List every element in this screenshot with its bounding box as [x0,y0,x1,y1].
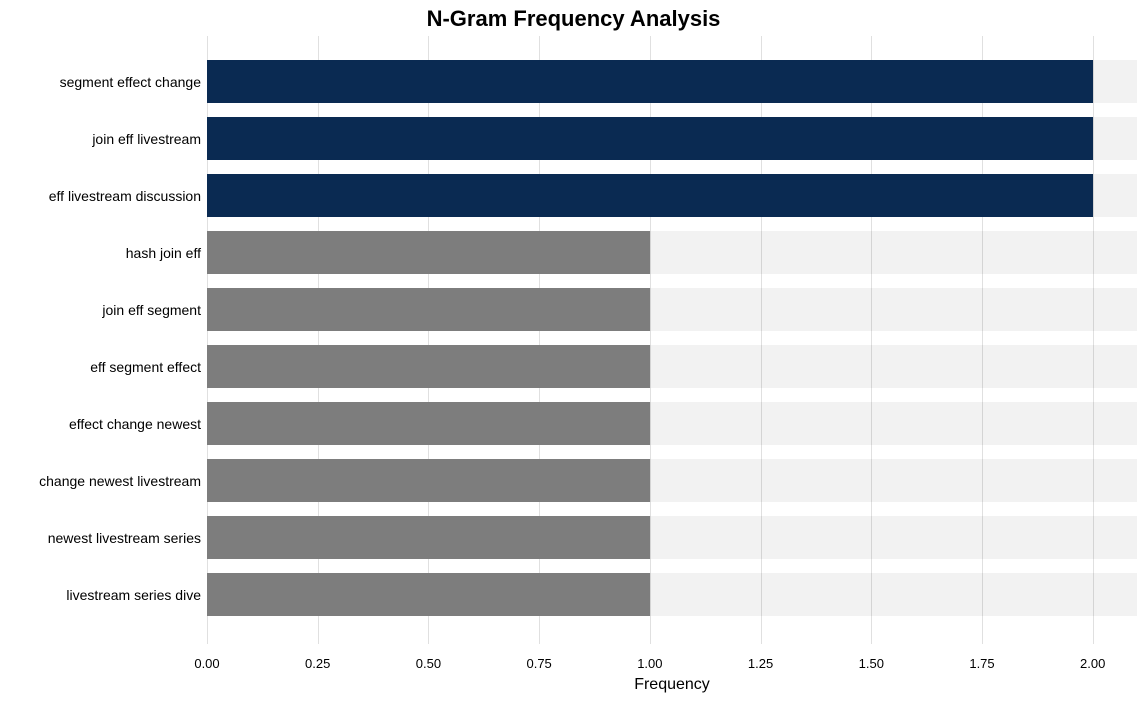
ngram-frequency-chart: N-Gram Frequency Analysis segment effect… [0,0,1147,701]
bar [207,402,650,445]
x-tick-label: 0.00 [194,656,219,671]
bar [207,573,650,616]
x-tick-label: 1.00 [637,656,662,671]
x-tick-label: 2.00 [1080,656,1105,671]
y-tick-label: join eff segment [102,302,201,318]
y-tick-label: livestream series dive [66,587,201,603]
bar [207,231,650,274]
x-tick-label: 0.25 [305,656,330,671]
x-tick-label: 1.50 [859,656,884,671]
bar [207,345,650,388]
y-tick-label: newest livestream series [48,530,201,546]
x-tick-label: 1.25 [748,656,773,671]
bar [207,174,1093,217]
y-tick-label: join eff livestream [92,131,201,147]
y-tick-label: segment effect change [60,74,201,90]
y-tick-label: hash join eff [126,245,201,261]
bar [207,288,650,331]
bar [207,516,650,559]
chart-title: N-Gram Frequency Analysis [0,6,1147,32]
bar [207,459,650,502]
y-tick-label: effect change newest [69,416,201,432]
y-tick-label: eff livestream discussion [49,188,201,204]
bar [207,60,1093,103]
bar [207,117,1093,160]
x-tick-label: 0.75 [526,656,551,671]
x-axis-title: Frequency [207,676,1137,694]
x-tick-label: 1.75 [969,656,994,671]
plot-area [207,36,1137,644]
y-tick-label: eff segment effect [90,359,201,375]
y-tick-label: change newest livestream [39,473,201,489]
x-tick-label: 0.50 [416,656,441,671]
grid-vline [1093,36,1094,644]
